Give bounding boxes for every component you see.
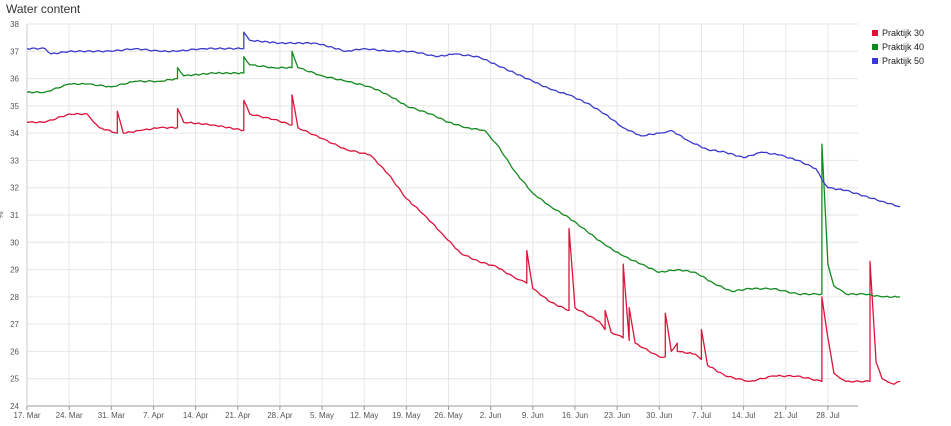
y-tick-label: 37 xyxy=(10,47,19,56)
y-axis-label: % xyxy=(0,211,5,218)
legend-item[interactable]: Praktijk 40 xyxy=(872,40,924,54)
x-tick-label: 23. Jun xyxy=(604,411,630,420)
axes: 24 25 26 27 28 29 30 31 32 33 34 35 36 37 38 17. Mar 24.… xyxy=(0,20,858,420)
y-tick-label: 28 xyxy=(10,293,19,302)
series-line-1 xyxy=(27,94,901,385)
series-line-2 xyxy=(26,50,901,299)
series-lines xyxy=(26,31,901,385)
legend-label: Praktijk 40 xyxy=(882,42,925,52)
x-tick-label: 12. May xyxy=(350,411,378,420)
y-tick-label: 30 xyxy=(10,238,19,247)
x-tick-label: 28. Apr xyxy=(267,411,293,420)
y-tick-label: 34 xyxy=(10,129,19,138)
x-tick-label: 31. Mar xyxy=(98,411,125,420)
x-tick-label: 7. Apr xyxy=(143,411,164,420)
legend-swatch xyxy=(872,30,878,36)
legend: Praktijk 30 Praktijk 40 Praktijk 50 xyxy=(872,26,924,68)
y-tick-label: 33 xyxy=(10,156,19,165)
legend-item[interactable]: Praktijk 30 xyxy=(872,26,924,40)
x-tick-label: 14. Apr xyxy=(183,411,209,420)
x-tick-label: 24. Mar xyxy=(56,411,83,420)
series-line-3 xyxy=(26,31,901,208)
x-tick-label: 7. Jul xyxy=(692,411,711,420)
y-tick-label: 32 xyxy=(10,184,19,193)
legend-label: Praktijk 50 xyxy=(882,56,925,66)
legend-swatch xyxy=(872,58,878,64)
x-tick-label: 21. Apr xyxy=(225,411,251,420)
y-tick-label: 24 xyxy=(10,402,19,411)
x-tick-label: 28. Jul xyxy=(816,411,840,420)
y-tick-label: 26 xyxy=(10,347,19,356)
legend-swatch xyxy=(872,44,878,50)
x-tick-label: 2. Jun xyxy=(480,411,502,420)
y-tick-label: 25 xyxy=(10,375,19,384)
y-tick-label: 35 xyxy=(10,102,19,111)
legend-item[interactable]: Praktijk 50 xyxy=(872,54,924,68)
x-tick-label: 21. Jul xyxy=(774,411,798,420)
x-tick-label: 5. May xyxy=(310,411,334,420)
y-tick-label: 29 xyxy=(10,266,19,275)
x-tick-label: 26. May xyxy=(434,411,462,420)
x-tick-label: 9. Jun xyxy=(522,411,544,420)
legend-label: Praktijk 30 xyxy=(882,28,925,38)
x-tick-label: 19. May xyxy=(392,411,420,420)
x-tick-label: 30. Jun xyxy=(646,411,672,420)
y-tick-label: 38 xyxy=(10,20,19,29)
x-tick-label: 17. Mar xyxy=(13,411,40,420)
chart-title: Water content xyxy=(6,2,81,16)
y-tick-label: 27 xyxy=(10,320,19,329)
y-tick-label: 31 xyxy=(10,211,19,220)
x-tick-label: 16. Jun xyxy=(562,411,588,420)
y-tick-label: 36 xyxy=(10,75,19,84)
x-tick-label: 14. Jul xyxy=(732,411,756,420)
